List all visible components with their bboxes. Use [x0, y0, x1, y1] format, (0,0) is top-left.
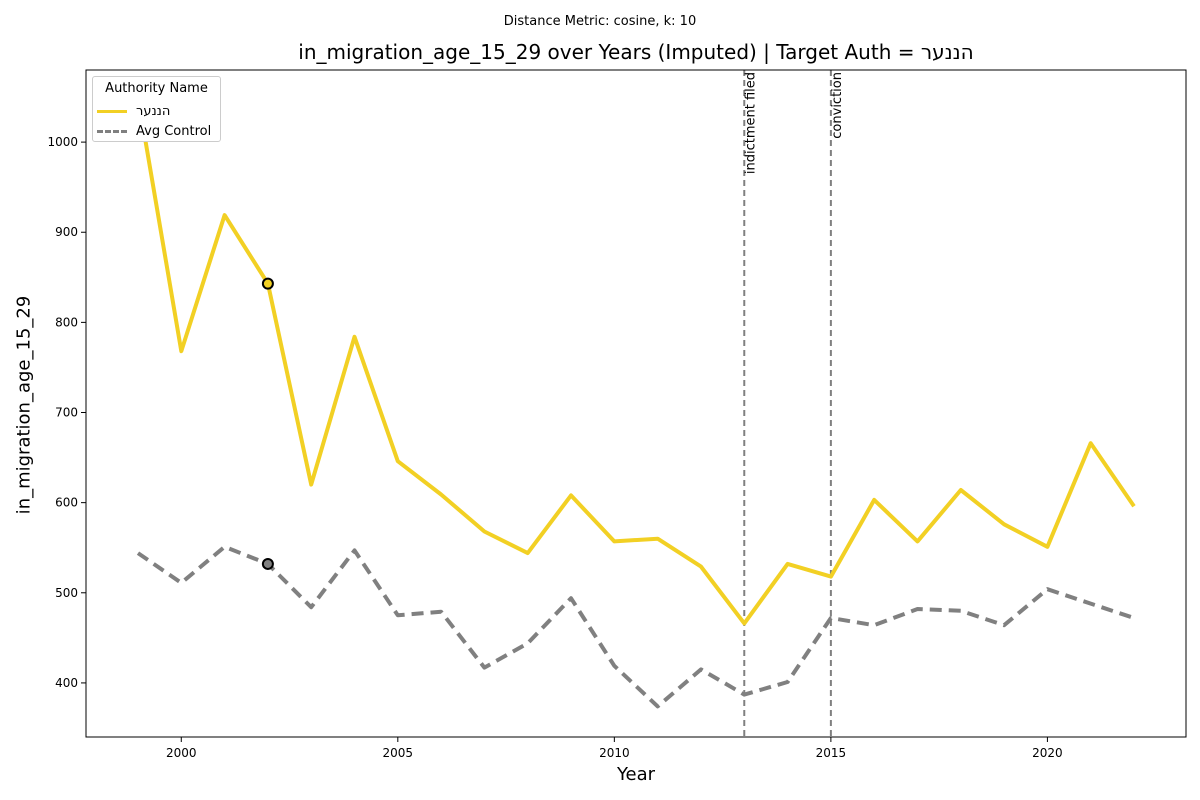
- chart-title: in_migration_age_15_29 over Years (Imput…: [298, 40, 974, 64]
- highlight-markers: [261, 277, 274, 570]
- highlight-marker-1: [261, 557, 274, 570]
- legend-swatch-target: [97, 109, 127, 113]
- event-label-1: conviction: [830, 72, 845, 139]
- event-label-0: indictment filed: [743, 72, 758, 174]
- legend-title: Authority Name: [105, 81, 208, 96]
- x-tick-label-2: 2010: [599, 746, 630, 760]
- series-line-0: [136, 96, 1136, 626]
- y-tick-label-3: 700: [55, 406, 78, 420]
- y-tick-label-4: 800: [55, 315, 78, 329]
- y-tick-label-6: 1000: [47, 135, 78, 149]
- legend: Authority Name הננער Avg Control: [92, 76, 221, 142]
- x-tick-label-1: 2005: [383, 746, 414, 760]
- x-tick-label-0: 2000: [166, 746, 197, 760]
- y-axis-ticks: 400 500 600 700 800 900 1000: [47, 135, 86, 690]
- y-tick-label-0: 400: [55, 676, 78, 690]
- legend-entry-target: הננער: [97, 102, 170, 120]
- legend-label-control: Avg Control: [136, 123, 212, 139]
- y-tick-label-2: 600: [55, 496, 78, 510]
- y-tick-label-5: 900: [55, 225, 78, 239]
- highlight-marker-0: [261, 277, 274, 290]
- legend-label-target: הננער: [136, 103, 171, 119]
- chart-suptitle: Distance Metric: cosine, k: 10: [503, 14, 697, 29]
- x-axis-label: Year: [616, 764, 656, 785]
- axes-frame: [85, 69, 1187, 738]
- x-axis-ticks: 2000 2005 2010 2015 2020: [166, 737, 1063, 760]
- series-lines: [136, 96, 1136, 709]
- x-tick-label-4: 2020: [1032, 746, 1063, 760]
- legend-swatch-control: [97, 129, 127, 133]
- x-tick-label-3: 2015: [816, 746, 847, 760]
- series-line-1: [136, 544, 1135, 709]
- event-lines: indictment filed conviction: [743, 70, 845, 737]
- legend-entry-control: Avg Control: [97, 122, 211, 140]
- y-tick-label-1: 500: [55, 586, 78, 600]
